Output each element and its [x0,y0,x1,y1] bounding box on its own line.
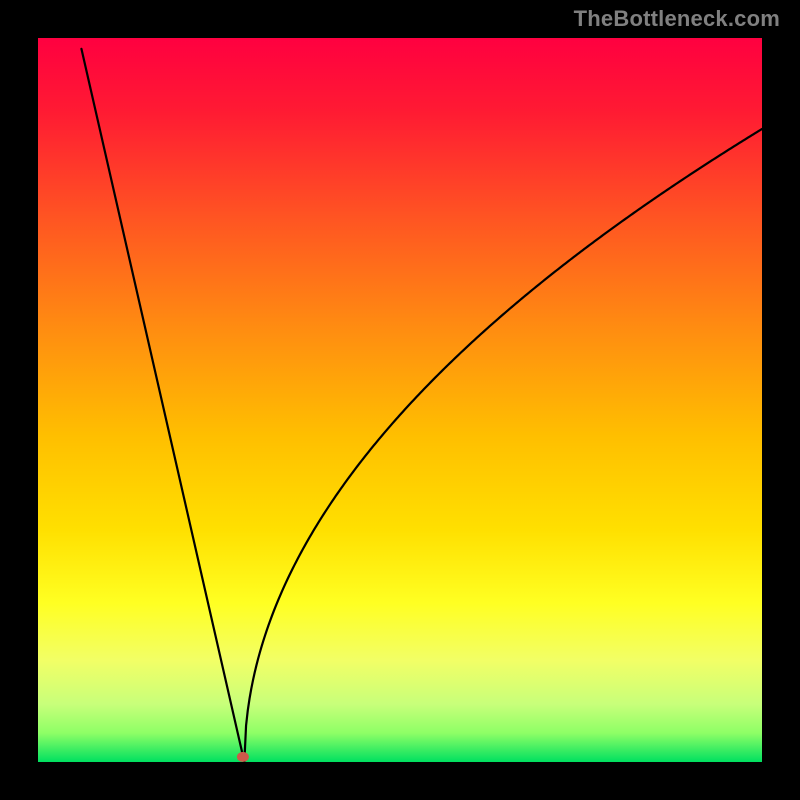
plot-background [38,38,762,762]
watermark-text: TheBottleneck.com [574,6,780,32]
optimal-marker [237,752,249,762]
bottleneck-chart [0,0,800,800]
